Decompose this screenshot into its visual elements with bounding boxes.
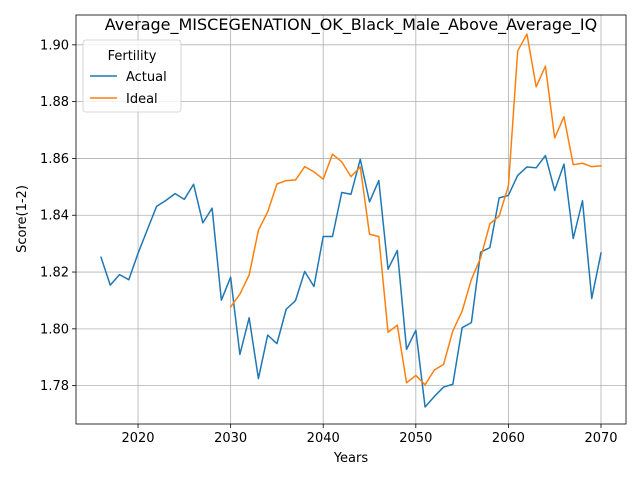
legend-label-ideal: Ideal [126,92,158,107]
y-axis-label: Score(1-2) [15,185,30,253]
x-tick-label: 2060 [492,431,525,446]
legend-label-actual: Actual [126,70,167,85]
y-tick-label: 1.90 [40,38,69,53]
chart-title: Average_MISCEGENATION_OK_Black_Male_Abov… [105,15,597,35]
grid [76,15,626,424]
x-axis-label: Years [333,451,369,466]
y-tick-label: 1.84 [40,209,69,224]
plot-area [75,14,627,425]
x-tick-label: 2040 [307,431,340,446]
x-tick-label: 2070 [584,431,617,446]
legend-title: Fertility [108,49,157,64]
y-tick-label: 1.88 [40,95,69,110]
series-line-ideal [229,33,602,386]
x-tick-label: 2050 [399,431,432,446]
y-tick-label: 1.78 [40,379,69,394]
x-tick-label: 2030 [214,431,247,446]
x-tick-label: 2020 [121,431,154,446]
series-line-actual [100,154,602,408]
legend-box [82,39,182,113]
axis-ticks: 2020 2030 2040 2050 2060 2070 1.78 1.80 1.82 1.84… [40,38,618,446]
legend: Fertility Actual Ideal [82,39,182,113]
y-tick-label: 1.82 [40,266,69,281]
y-tick-label: 1.86 [40,152,69,167]
series-lines [100,33,602,408]
y-tick-label: 1.80 [40,322,69,337]
